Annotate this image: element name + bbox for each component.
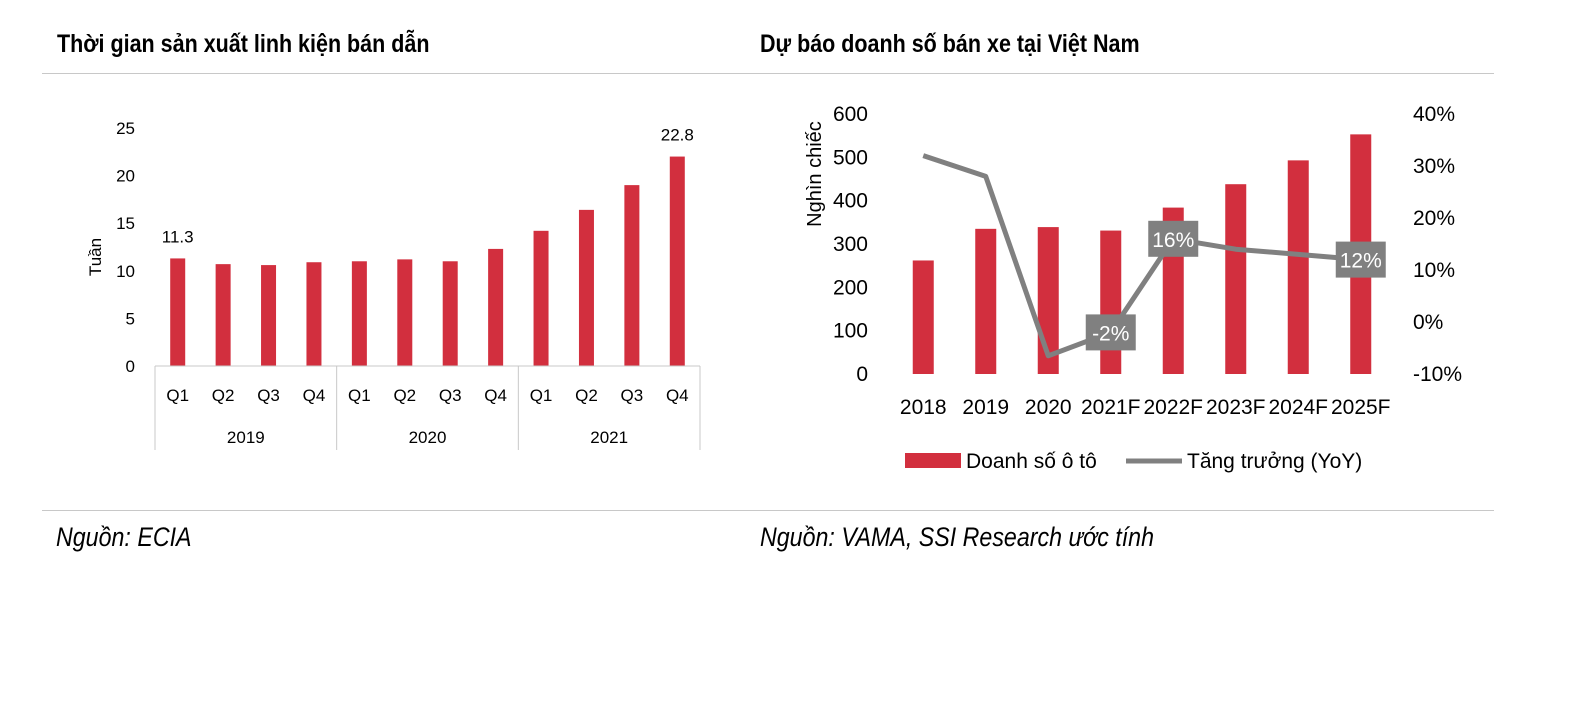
data-label-box [1335,241,1386,278]
bar [1287,160,1309,374]
bar [397,259,413,366]
y-tick-label: 500 [833,146,868,169]
bar [912,260,934,374]
bar [624,185,640,366]
data-label-box [1148,220,1199,257]
right-chart-title: Dự báo doanh số bán xe tại Việt Nam [760,30,1140,58]
y-tick-label: 25 [116,119,135,138]
y-tick-label: 300 [833,233,868,256]
y-tick-label: 200 [833,276,868,299]
x-tick-label: Q4 [484,386,507,405]
data-label: 12% [1340,250,1382,273]
bar [533,230,549,366]
y2-tick-label: -10% [1413,363,1462,386]
x-tick-label: Q3 [439,386,462,405]
group-label: 2019 [227,428,265,447]
bar [488,248,504,366]
top-divider [42,73,1494,74]
x-tick-label: Q1 [166,386,189,405]
y-tick-label: 0 [856,363,868,386]
data-label-box [1085,314,1136,351]
legend-label: Doanh số ô tô [966,450,1097,473]
y2-tick-label: 40% [1413,103,1455,126]
bar [261,265,277,366]
left-source: Nguồn: ECIA [56,522,192,552]
x-tick-label: 2021F [1081,396,1141,419]
y-tick-label: 15 [116,214,135,233]
x-tick-label: 2019 [962,396,1009,419]
y-tick-label: 20 [116,167,135,186]
y2-tick-label: 10% [1413,259,1455,282]
y-tick-label: 400 [833,190,868,213]
y-tick-label: 100 [833,320,868,343]
y-tick-label: 0 [126,357,135,376]
bottom-divider [42,510,1494,511]
x-tick-label: Q4 [666,386,689,405]
bar [351,261,367,366]
x-tick-label: Q3 [621,386,644,405]
y-tick-label: 10 [116,262,135,281]
data-label: 22.8 [661,126,694,145]
left-chart-title: Thời gian sản xuất linh kiện bán dẫn [57,30,430,58]
y-tick-label: 600 [833,103,868,126]
right-source: Nguồn: VAMA, SSI Research ước tính [760,522,1155,552]
bar [1225,184,1247,374]
y2-tick-label: 0% [1413,311,1443,334]
bar [170,258,186,366]
legend-label: Tăng trưởng (YoY) [1187,450,1362,473]
group-label: 2020 [409,428,447,447]
bar [442,261,458,366]
x-tick-label: Q2 [575,386,598,405]
x-tick-label: 2018 [900,396,947,419]
bar [669,156,685,366]
y-axis-label: Tuần [86,238,105,276]
bar [306,262,322,366]
data-label: 11.3 [162,227,194,246]
x-tick-label: 2023F [1206,396,1266,419]
growth-line [922,153,1361,359]
x-tick-label: Q4 [303,386,326,405]
bar [975,228,997,374]
x-tick-label: Q2 [212,386,235,405]
y2-tick-label: 20% [1413,207,1455,230]
legend-swatch-bar [905,453,961,468]
y-axis-label: Nghìn chiếc [804,121,826,227]
y2-tick-label: 30% [1413,155,1455,178]
x-tick-label: Q1 [530,386,553,405]
bar [1100,230,1122,374]
lead-time-chart: 0 5 10 15 20 25 Tuần Q1 Q2 Q3 Q4 Q1 Q2 Q3 Q4 Q1 Q2 Q3 Q4 11… [86,119,701,450]
y-tick-label: 5 [126,309,135,328]
x-tick-label: Q1 [348,386,371,405]
x-tick-label: 2022F [1143,396,1203,419]
x-tick-label: 2024F [1268,396,1328,419]
bar [215,264,231,366]
data-label: -2% [1092,322,1129,345]
x-tick-label: 2025F [1331,396,1391,419]
group-label: 2021 [590,428,628,447]
x-tick-label: Q3 [257,386,280,405]
bar [578,209,594,366]
x-tick-label: 2020 [1025,396,1072,419]
car-sales-chart: 0 100 200 300 400 500 600 -10% 0% 10% 20% 30% 40% Ngh… [804,103,1462,473]
data-label: 16% [1152,229,1194,252]
x-tick-label: Q2 [393,386,416,405]
